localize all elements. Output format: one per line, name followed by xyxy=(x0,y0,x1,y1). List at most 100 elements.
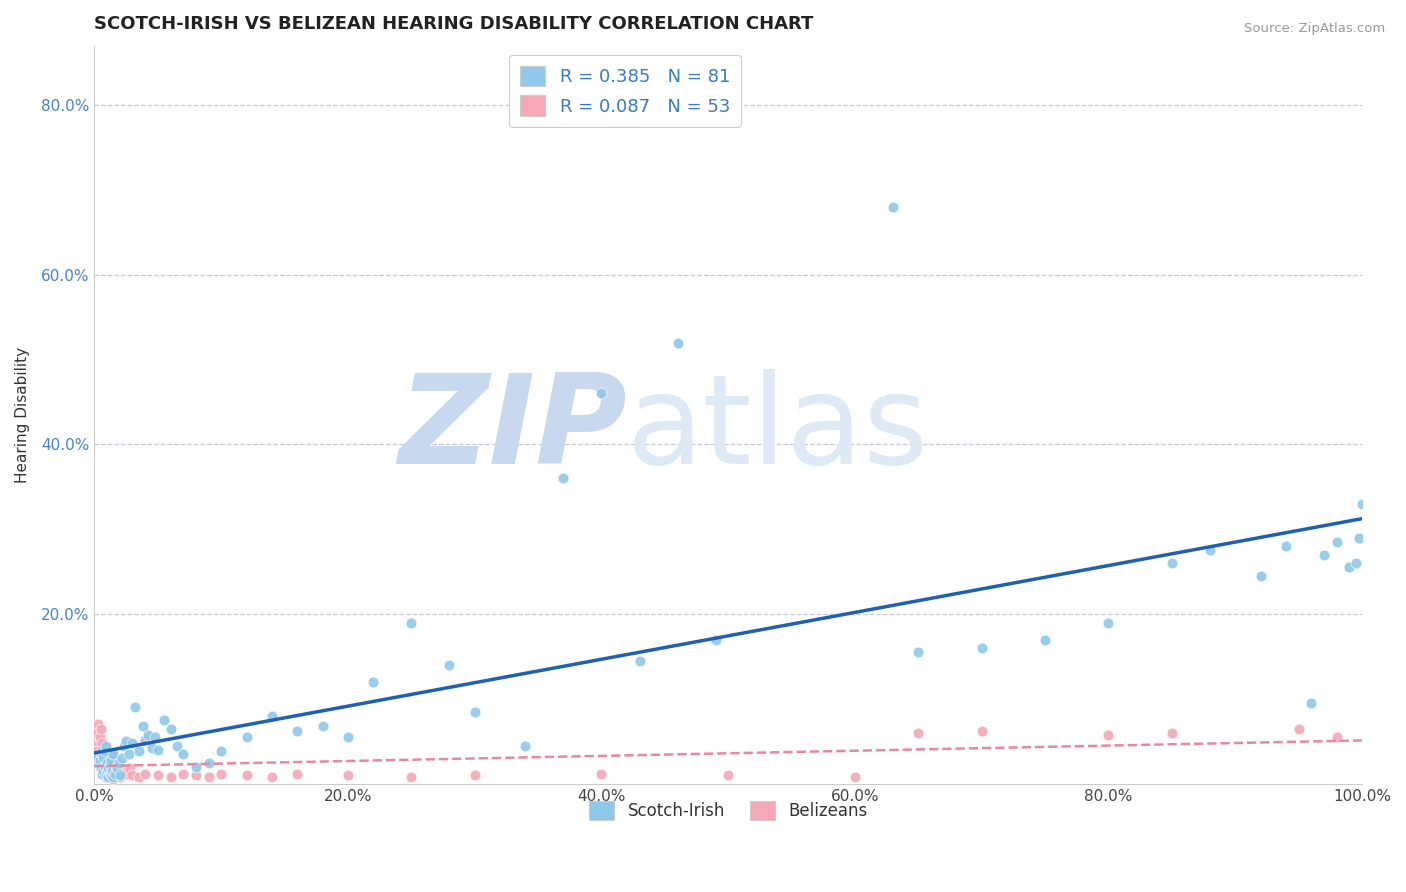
Point xyxy=(1160,556,1182,570)
Point xyxy=(97,768,120,782)
Point xyxy=(197,756,219,770)
Point xyxy=(118,747,141,761)
Point xyxy=(121,768,143,782)
Point xyxy=(464,768,486,782)
Point xyxy=(118,762,141,776)
Point xyxy=(105,768,128,782)
Point xyxy=(1351,497,1374,511)
Point xyxy=(285,766,308,780)
Point xyxy=(134,732,156,747)
Point xyxy=(1344,556,1367,570)
Point xyxy=(401,770,423,784)
Point xyxy=(93,749,115,764)
Point xyxy=(90,722,112,736)
Point xyxy=(1348,531,1371,545)
Point xyxy=(1160,726,1182,740)
Point xyxy=(104,766,127,780)
Point xyxy=(363,674,385,689)
Text: ZIP: ZIP xyxy=(398,369,627,490)
Point xyxy=(115,766,138,780)
Point xyxy=(1097,727,1119,741)
Point xyxy=(464,705,486,719)
Point xyxy=(87,749,110,764)
Point xyxy=(103,770,125,784)
Point xyxy=(970,640,993,655)
Point xyxy=(93,764,115,778)
Point xyxy=(666,335,689,350)
Point xyxy=(93,744,115,758)
Point xyxy=(84,739,107,753)
Point xyxy=(285,724,308,739)
Point xyxy=(93,743,115,757)
Point xyxy=(235,730,257,744)
Point xyxy=(970,724,993,739)
Point xyxy=(97,770,120,784)
Point xyxy=(89,753,111,767)
Point xyxy=(111,764,134,778)
Point xyxy=(115,734,138,748)
Point xyxy=(1301,696,1323,710)
Point xyxy=(90,756,112,770)
Point xyxy=(128,744,150,758)
Point xyxy=(628,654,651,668)
Point xyxy=(704,632,727,647)
Point xyxy=(93,766,115,780)
Point xyxy=(553,471,575,485)
Point xyxy=(86,744,108,758)
Point xyxy=(100,768,122,782)
Point xyxy=(96,756,118,770)
Point xyxy=(86,756,108,770)
Point xyxy=(107,756,129,770)
Point xyxy=(111,751,134,765)
Point xyxy=(1339,560,1361,574)
Point xyxy=(98,766,121,780)
Point xyxy=(401,615,423,630)
Point xyxy=(93,764,115,778)
Point xyxy=(98,756,121,770)
Point xyxy=(209,766,232,780)
Point xyxy=(209,744,232,758)
Point xyxy=(93,760,115,774)
Point xyxy=(86,726,108,740)
Point xyxy=(166,739,188,753)
Point xyxy=(100,753,122,767)
Point xyxy=(136,727,159,741)
Point xyxy=(108,768,131,782)
Point xyxy=(336,730,359,744)
Point xyxy=(146,743,169,757)
Point xyxy=(1313,548,1336,562)
Point xyxy=(101,764,124,778)
Legend: Scotch-Irish, Belizeans: Scotch-Irish, Belizeans xyxy=(582,795,875,827)
Point xyxy=(1199,543,1222,558)
Point xyxy=(91,736,114,750)
Point xyxy=(197,770,219,784)
Point xyxy=(1033,632,1056,647)
Point xyxy=(134,766,156,780)
Point xyxy=(128,770,150,784)
Text: atlas: atlas xyxy=(627,369,929,490)
Point xyxy=(90,762,112,776)
Point xyxy=(143,730,166,744)
Point xyxy=(91,760,114,774)
Point xyxy=(717,768,740,782)
Point xyxy=(96,764,118,778)
Point xyxy=(159,770,181,784)
Point xyxy=(93,747,115,761)
Point xyxy=(121,736,143,750)
Point xyxy=(90,747,112,761)
Point xyxy=(141,741,163,756)
Point xyxy=(87,717,110,731)
Point xyxy=(260,770,283,784)
Point xyxy=(98,758,121,772)
Point xyxy=(146,768,169,782)
Point xyxy=(89,730,111,744)
Point xyxy=(104,760,127,774)
Point xyxy=(439,657,461,672)
Point xyxy=(153,713,176,727)
Point xyxy=(94,770,117,784)
Point xyxy=(159,722,181,736)
Point xyxy=(882,200,904,214)
Point xyxy=(103,747,125,761)
Point xyxy=(235,768,257,782)
Point xyxy=(1326,730,1348,744)
